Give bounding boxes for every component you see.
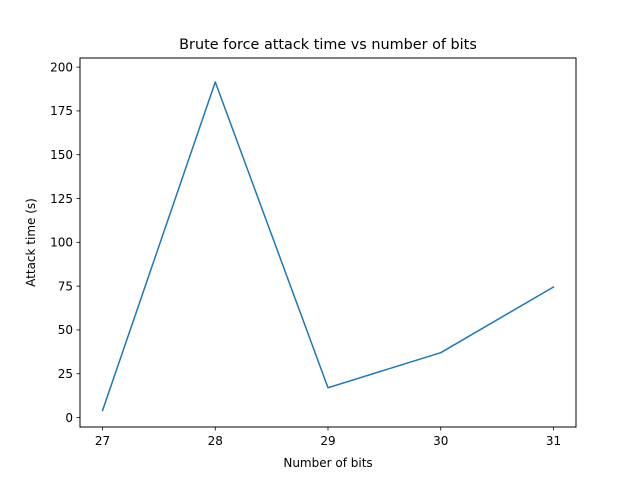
y-axis-label: Attack time (s) [24,198,38,287]
series-group [101,81,555,412]
y-tick-label: 0 [65,411,73,425]
y-tick-label: 25 [58,367,73,381]
chart-title: Brute force attack time vs number of bit… [179,37,477,53]
y-tick-label: 125 [50,192,73,206]
series-line [101,81,555,412]
y-tick-label: 100 [50,236,73,250]
plot-frame [79,57,577,428]
x-axis-label: Number of bits [283,456,372,470]
x-tick-label: 30 [433,434,448,448]
y-tick-label: 200 [50,60,73,74]
x-tick-label: 27 [95,434,110,448]
y-axis-ticks: 0 25 50 75 100 125 150 175 200 [50,60,80,425]
y-tick-label: 75 [58,279,73,293]
x-tick-label: 29 [320,434,335,448]
plot-area [80,58,576,427]
x-tick-label: 31 [546,434,561,448]
y-tick-label: 50 [58,323,73,337]
y-tick-label: 150 [50,148,73,162]
y-tick-label: 175 [50,104,73,118]
x-tick-label: 28 [208,434,223,448]
x-axis-ticks: 27 28 29 30 31 [95,427,561,448]
